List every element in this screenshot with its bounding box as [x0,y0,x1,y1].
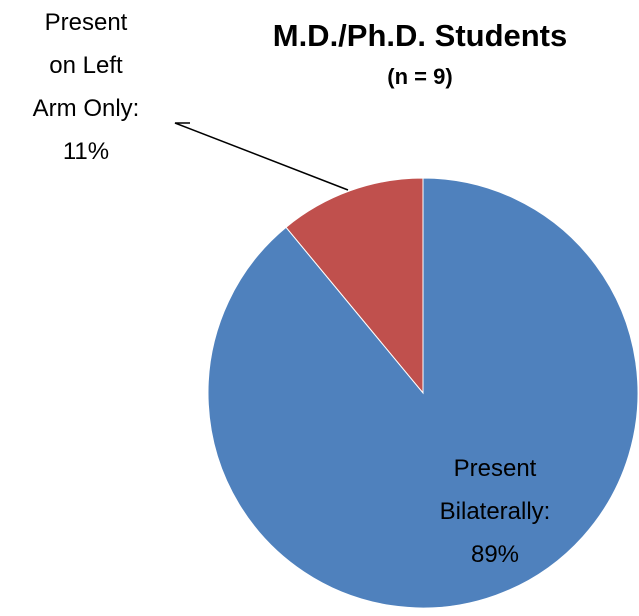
slice-value: 89% [470,541,520,568]
pie-slice [207,177,639,609]
slice-category: Present on Left Arm Only: [32,9,140,122]
pie-slice [285,177,424,395]
slice-value: 11% [62,138,110,165]
slice-label: Present Bilaterally: 89% [395,447,595,576]
chart-title: M.D./Ph.D. Students [272,18,568,53]
slice-label: Present on Left Arm Only: 11% [0,1,172,173]
slice-category: Present Bilaterally: [439,455,551,525]
leader-line [174,122,349,191]
chart-subtitle: (n = 9) [387,64,453,89]
